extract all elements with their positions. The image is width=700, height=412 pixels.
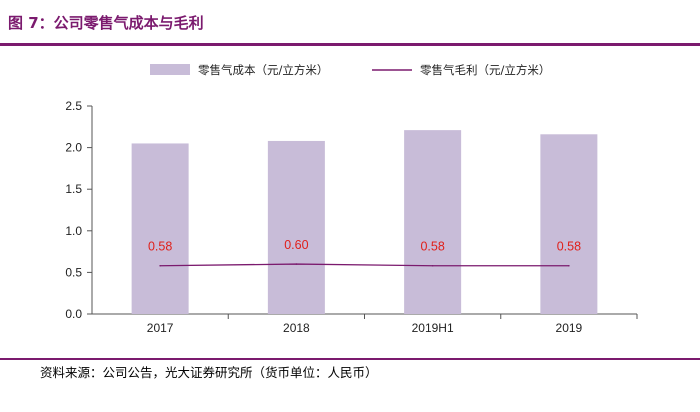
y-tick-label: 0.5 <box>65 265 82 279</box>
figure-title: 图 7：公司零售气成本与毛利 <box>8 14 204 32</box>
chart: 零售气成本（元/立方米） 零售气毛利（元/立方米） 0.0 0.5 1.0 1.5 2.… <box>65 63 638 335</box>
source-note: 资料来源：公司公告，光大证券研究所（货币单位：人民币） <box>40 365 378 380</box>
x-tick-label: 2018 <box>283 321 310 335</box>
data-label: 0.58 <box>557 240 581 254</box>
bar <box>131 143 189 314</box>
legend-bar-swatch <box>150 64 190 75</box>
y-tick-label: 2.0 <box>65 141 82 155</box>
margin-point <box>568 264 570 267</box>
margin-point <box>159 264 161 267</box>
bar <box>267 140 325 314</box>
margin-line <box>160 263 569 267</box>
x-tick-label: 2019H1 <box>412 321 454 335</box>
legend-bar-label: 零售气成本（元/立方米） <box>198 63 328 77</box>
top-rule <box>0 43 700 46</box>
plot-area: 0.0 0.5 1.0 1.5 2.0 2.5 2017 2018 2019H1 2019 0.58… <box>65 99 638 335</box>
legend: 零售气成本（元/立方米） 零售气毛利（元/立方米） <box>150 63 550 77</box>
y-tick-label: 1.5 <box>65 182 82 196</box>
margin-point <box>295 263 298 265</box>
x-tick-label: 2017 <box>147 321 174 335</box>
x-tick-label: 2019 <box>556 321 583 335</box>
data-label: 0.58 <box>148 240 172 254</box>
bar <box>540 134 598 314</box>
bottom-rule <box>0 358 700 360</box>
bar <box>404 130 462 314</box>
legend-line-label: 零售气毛利（元/立方米） <box>420 63 550 77</box>
y-tick-label: 0.0 <box>65 307 82 321</box>
data-label: 0.58 <box>420 240 444 254</box>
y-tick-label: 2.5 <box>65 99 82 113</box>
y-tick-label: 1.0 <box>65 224 82 238</box>
data-label: 0.60 <box>284 238 308 252</box>
margin-point <box>431 264 434 267</box>
